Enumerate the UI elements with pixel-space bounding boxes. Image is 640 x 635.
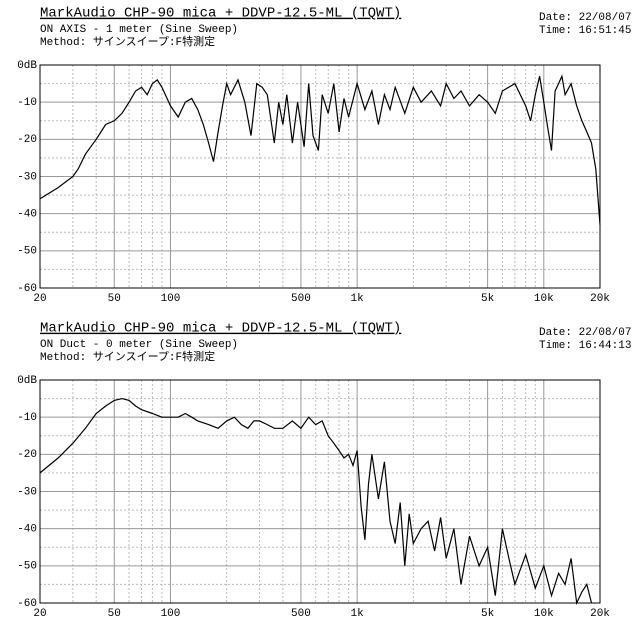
response-line — [39, 74, 601, 225]
date: Date: 22/08/07 — [539, 12, 631, 24]
chart-title: MarkAudio CHP-90 mica + DDVP-12.5-ML (TQ… — [40, 6, 401, 22]
x-tick-label: 100 — [161, 293, 181, 305]
method: Method: サインスイープ:F特測定 — [40, 34, 215, 49]
plot-border — [39, 64, 601, 289]
y-tick-label: -20 — [17, 449, 37, 461]
y-tick-label: -10 — [17, 412, 37, 424]
y-tick-label: -10 — [17, 97, 37, 109]
x-tick-label: 5k — [481, 608, 495, 620]
x-tick-label: 20 — [33, 293, 46, 305]
y-tick-label: -50 — [17, 246, 37, 258]
time: Time: 16:44:13 — [539, 340, 631, 352]
y-tick-label: -60 — [17, 283, 37, 295]
x-tick-label: 50 — [108, 608, 121, 620]
y-tick-label: -40 — [17, 209, 37, 221]
x-tick-label: 500 — [291, 608, 311, 620]
y-tick-label: -50 — [17, 561, 37, 573]
response-line — [39, 397, 593, 606]
y-tick-label: 0dB — [17, 60, 37, 72]
x-tick-label: 20k — [590, 293, 610, 305]
method: Method: サインスイープ:F特測定 — [40, 349, 215, 364]
y-tick-label: -60 — [17, 598, 37, 610]
date: Date: 22/08/07 — [539, 327, 631, 339]
x-tick-label: 5k — [481, 293, 495, 305]
plot-border — [39, 379, 601, 604]
x-tick-label: 1k — [351, 608, 365, 620]
x-tick-label: 1k — [351, 293, 365, 305]
subtitle: ON AXIS - 1 meter (Sine Sweep) — [40, 24, 238, 36]
chart-title: MarkAudio CHP-90 mica + DDVP-12.5-ML (TQ… — [40, 321, 401, 337]
y-tick-label: 0dB — [17, 375, 37, 387]
y-tick-label: -30 — [17, 486, 37, 498]
y-tick-label: -40 — [17, 524, 37, 536]
x-tick-label: 10k — [534, 608, 554, 620]
y-tick-label: -20 — [17, 134, 37, 146]
x-tick-label: 100 — [161, 608, 181, 620]
time: Time: 16:51:45 — [539, 25, 631, 37]
y-tick-label: -30 — [17, 171, 37, 183]
x-tick-label: 20k — [590, 608, 610, 620]
x-tick-label: 10k — [534, 293, 554, 305]
x-tick-label: 50 — [108, 293, 121, 305]
x-tick-label: 20 — [33, 608, 46, 620]
subtitle: ON Duct - 0 meter (Sine Sweep) — [40, 339, 238, 351]
x-tick-label: 500 — [291, 293, 311, 305]
